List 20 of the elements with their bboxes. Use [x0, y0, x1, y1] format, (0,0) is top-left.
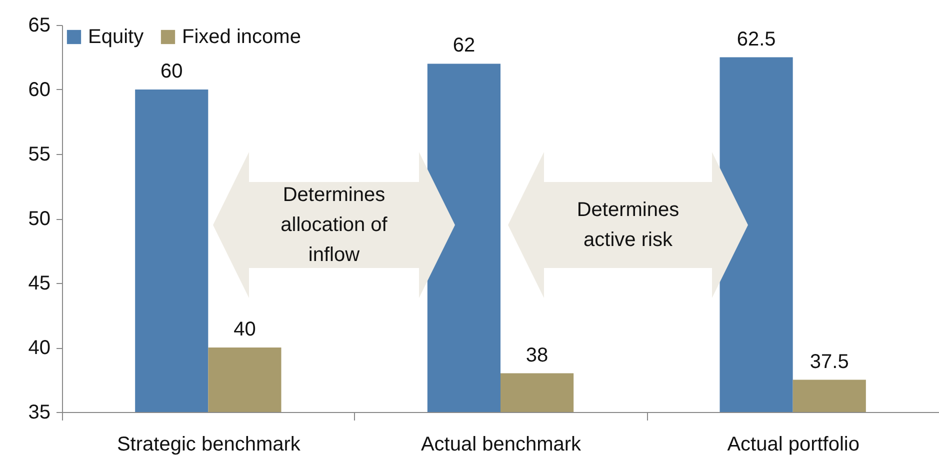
y-tick-label: 50 — [28, 208, 50, 230]
annotation: Determines active risk — [576, 198, 680, 253]
x-tick-label: Strategic benchmark — [116, 434, 302, 456]
data-label: 38 — [526, 344, 548, 366]
y-tick-label: 35 — [28, 402, 50, 424]
data-label: 40 — [234, 318, 256, 340]
data-label: 37.5 — [810, 350, 849, 373]
y-tick-label: 60 — [28, 79, 50, 101]
legend-label: Fixed income — [182, 26, 301, 48]
legend-label: Equity — [88, 26, 144, 48]
annotation: Determines allocation of inflow — [280, 183, 388, 268]
y-tick-label: 65 — [28, 14, 50, 36]
data-label: 62 — [452, 34, 476, 57]
y-tick-label: 45 — [28, 272, 50, 294]
y-tick-label: 40 — [28, 337, 50, 359]
x-tick-label: Actual portfolio — [727, 434, 860, 456]
y-tick-label: 55 — [28, 144, 50, 166]
x-tick-label: Actual benchmark — [420, 434, 582, 456]
data-label: 60 — [160, 60, 183, 82]
data-label: 62.5 — [736, 28, 776, 50]
